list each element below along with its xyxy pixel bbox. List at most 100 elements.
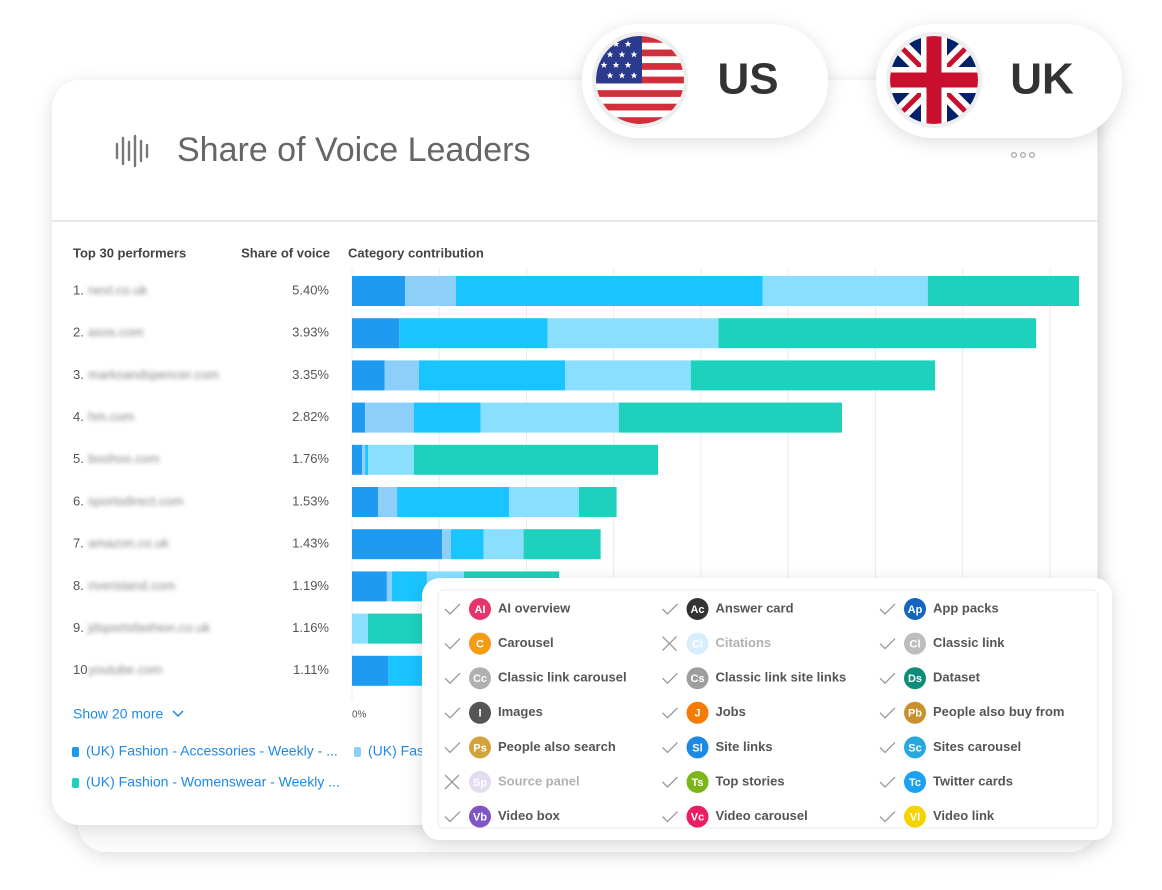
feature-icon [686, 632, 709, 655]
bar-segment [413, 402, 481, 433]
bar-segment [442, 529, 451, 560]
feature-item[interactable]: Ap App packs [879, 598, 999, 620]
column-header: Category contribution [348, 245, 484, 260]
rank: 9. [73, 620, 84, 635]
feature-item[interactable]: Tc Twitter cards [879, 771, 1013, 793]
feature-item[interactable]: Cl Classic link [879, 632, 1005, 655]
bar-segment [523, 529, 601, 560]
check-mark [444, 672, 461, 685]
check-mark [662, 741, 678, 754]
rank: 5. [73, 451, 84, 466]
feature-abbr: Ci [692, 639, 703, 651]
feature-icon [469, 771, 491, 793]
share-of-voice: 1.76% [292, 451, 329, 466]
feature-item[interactable]: Ac Answer card [662, 598, 794, 620]
check-mark [662, 672, 678, 685]
feature-icon [686, 667, 709, 690]
bar-segment [718, 318, 1037, 349]
feature-label: Video carousel [716, 808, 808, 823]
feature-icon [686, 598, 709, 620]
feature-abbr: Vb [473, 812, 487, 824]
uk-flag [890, 36, 978, 124]
domain: amazon.co.uk [88, 536, 169, 551]
rank: 6. [73, 493, 84, 508]
bar-segment [365, 402, 414, 433]
flag-stripe [596, 117, 684, 124]
panel-border [437, 589, 1099, 829]
feature-icon [686, 771, 709, 793]
feature-abbr: AI [475, 604, 486, 616]
feature-icon [686, 701, 709, 724]
bar-segment [397, 487, 510, 517]
feature-label: Images [498, 704, 543, 719]
title-icon [115, 134, 149, 168]
bar-segment [352, 402, 366, 433]
bar-segment [413, 444, 659, 475]
domain: sportsdirect.com [88, 493, 183, 508]
domain: boohoo.com [88, 451, 160, 466]
feature-icon [904, 667, 926, 690]
feature-item[interactable]: C Carousel [444, 632, 554, 655]
bar-segment [352, 571, 387, 602]
feature-item[interactable]: Vl Video link [879, 805, 995, 828]
check-mark [879, 638, 896, 650]
feature-item[interactable]: Sc Sites carousel [879, 736, 1021, 759]
feature-item[interactable]: Sl Site links [662, 736, 773, 759]
more-menu[interactable] [1010, 151, 1036, 159]
check-mark [662, 811, 678, 823]
feature-item[interactable]: Cc Classic link carousel [444, 667, 627, 690]
bar-segment [455, 276, 763, 306]
flag-stripe [596, 90, 684, 98]
feature-item[interactable]: Ps People also search [444, 736, 616, 759]
feature-abbr: Vl [910, 812, 920, 824]
flag-stripe [596, 103, 684, 111]
feature-abbr: Cs [690, 673, 704, 685]
domain: asos.com [88, 325, 144, 340]
show-more-link[interactable]: Show 20 more [73, 706, 163, 722]
feature-item[interactable]: J Jobs [662, 701, 746, 724]
feature-item[interactable]: Pb People also buy from [879, 701, 1064, 724]
column-header: Top 30 performers [73, 245, 186, 260]
bar-segment [378, 487, 398, 517]
legend-swatch [354, 747, 361, 757]
uk-badge[interactable]: UK [876, 24, 1122, 138]
feature-item[interactable]: Vc Video carousel [662, 805, 808, 828]
legend-label[interactable]: (UK) Fashion - Accessories - Weekly - ..… [86, 743, 338, 759]
share-of-voice: 5.40% [292, 282, 329, 297]
feature-label: Classic link [933, 635, 1005, 650]
rank: 2. [73, 325, 84, 340]
check-mark [444, 638, 461, 650]
feature-label: Video link [933, 808, 995, 823]
check-mark [444, 603, 461, 615]
feature-item[interactable]: AI AI overview [444, 598, 571, 620]
bar-segment [352, 487, 379, 517]
check-mark [879, 603, 896, 615]
feature-label: Source panel [498, 773, 580, 788]
feature-item[interactable]: Ds Dataset [879, 667, 981, 690]
check-mark [879, 672, 896, 685]
legend-label[interactable]: (UK) Fas [368, 743, 424, 759]
feature-item[interactable]: Ts Top stories [662, 771, 785, 793]
feature-abbr: I [478, 708, 481, 720]
feature-label: Citations [716, 635, 772, 650]
legend-label[interactable]: (UK) Fashion - Womenswear - Weekly ... [86, 774, 340, 790]
bar-segment [618, 402, 842, 433]
bar-segment [509, 487, 579, 517]
share-of-voice: 3.35% [292, 367, 329, 382]
feature-label: Carousel [498, 635, 554, 650]
feature-item[interactable]: Cs Classic link site links [662, 667, 847, 690]
bar-segment [927, 276, 1079, 306]
feature-label: People also search [498, 739, 616, 754]
rank: 4. [73, 409, 84, 424]
region-label: UK [1010, 55, 1074, 104]
feature-label: Classic link carousel [498, 670, 627, 685]
feature-item[interactable]: Ci Citations [662, 632, 772, 655]
feature-item[interactable]: Vb Video box [444, 805, 561, 828]
us-badge[interactable]: US [582, 24, 828, 138]
feature-item[interactable]: Sp Source panel [444, 771, 580, 793]
feature-item[interactable]: I Images [444, 701, 543, 724]
bar-segment [418, 360, 566, 391]
domain: youtube.com [88, 662, 162, 677]
